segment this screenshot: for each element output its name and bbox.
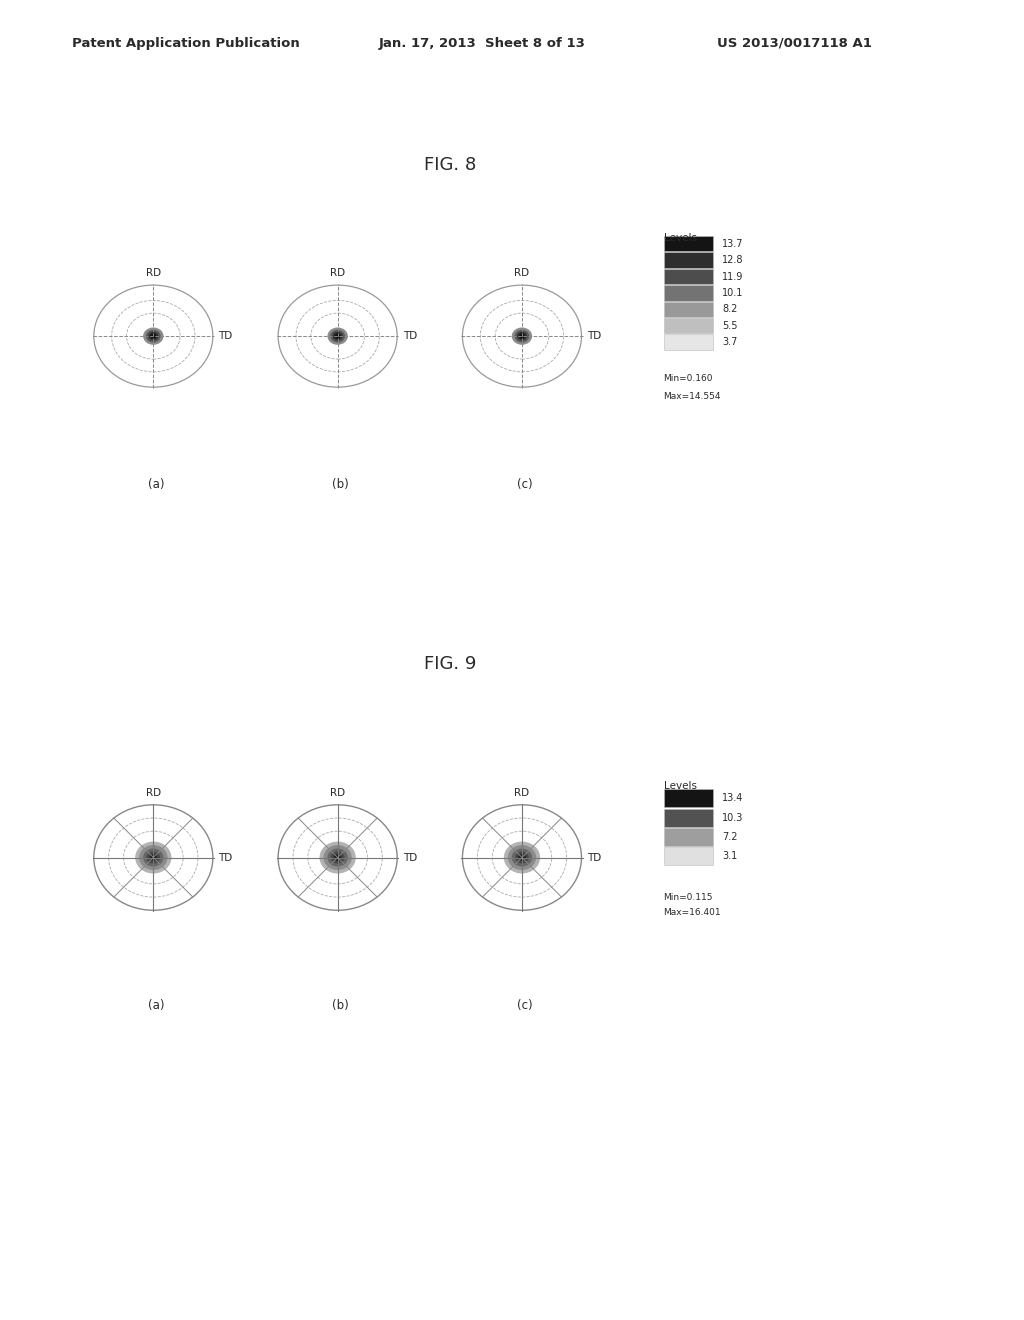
Circle shape — [336, 335, 339, 338]
Text: 3.1: 3.1 — [722, 851, 737, 861]
Ellipse shape — [518, 333, 525, 339]
Circle shape — [336, 855, 339, 859]
Ellipse shape — [143, 849, 164, 866]
Circle shape — [520, 855, 523, 859]
Ellipse shape — [324, 845, 352, 870]
Text: 10.1: 10.1 — [722, 288, 743, 298]
Text: 7.2: 7.2 — [722, 832, 737, 842]
Text: (b): (b) — [332, 478, 349, 491]
Ellipse shape — [520, 855, 524, 859]
Ellipse shape — [143, 327, 164, 345]
Ellipse shape — [504, 842, 540, 874]
Ellipse shape — [334, 333, 341, 339]
Bar — [664, 318, 713, 333]
Ellipse shape — [517, 331, 527, 341]
Ellipse shape — [331, 330, 345, 342]
Ellipse shape — [512, 849, 532, 866]
Text: (c): (c) — [517, 478, 532, 491]
Text: FIG. 9: FIG. 9 — [424, 655, 477, 673]
Text: RD: RD — [514, 788, 529, 799]
Ellipse shape — [152, 855, 156, 859]
Ellipse shape — [328, 849, 348, 866]
Bar — [664, 789, 713, 808]
Bar — [664, 285, 713, 301]
Text: TD: TD — [402, 853, 417, 862]
Ellipse shape — [139, 845, 168, 870]
Bar — [664, 847, 713, 865]
Circle shape — [152, 335, 155, 338]
Text: TD: TD — [218, 331, 232, 341]
Ellipse shape — [331, 851, 344, 863]
Text: 12.8: 12.8 — [722, 255, 743, 265]
Text: 11.9: 11.9 — [722, 272, 743, 281]
Text: (b): (b) — [332, 999, 349, 1012]
Ellipse shape — [515, 330, 529, 342]
Text: Min=0.115: Min=0.115 — [664, 894, 713, 902]
Text: 10.3: 10.3 — [722, 813, 743, 822]
Text: Jan. 17, 2013  Sheet 8 of 13: Jan. 17, 2013 Sheet 8 of 13 — [379, 37, 586, 50]
Text: RD: RD — [330, 268, 345, 279]
Text: RD: RD — [145, 268, 161, 279]
Text: RD: RD — [330, 788, 345, 799]
Bar — [664, 236, 713, 251]
Text: Patent Application Publication: Patent Application Publication — [72, 37, 299, 50]
Text: 13.7: 13.7 — [722, 239, 743, 248]
Text: (c): (c) — [517, 999, 532, 1012]
Ellipse shape — [515, 851, 528, 863]
Text: Max=16.401: Max=16.401 — [664, 908, 721, 917]
Text: TD: TD — [587, 853, 601, 862]
Ellipse shape — [520, 335, 523, 338]
Text: (a): (a) — [147, 999, 165, 1012]
Bar — [664, 252, 713, 268]
Ellipse shape — [152, 335, 155, 338]
Text: RD: RD — [145, 788, 161, 799]
Text: 8.2: 8.2 — [722, 304, 737, 314]
Text: Min=0.160: Min=0.160 — [664, 375, 713, 383]
Text: TD: TD — [218, 853, 232, 862]
Ellipse shape — [148, 331, 159, 341]
Ellipse shape — [336, 855, 340, 859]
Ellipse shape — [512, 327, 532, 345]
Ellipse shape — [333, 331, 343, 341]
Ellipse shape — [146, 330, 161, 342]
Text: US 2013/0017118 A1: US 2013/0017118 A1 — [717, 37, 871, 50]
Text: 13.4: 13.4 — [722, 793, 743, 804]
Ellipse shape — [336, 335, 339, 338]
Text: 5.5: 5.5 — [722, 321, 737, 330]
Ellipse shape — [518, 854, 526, 861]
Circle shape — [152, 855, 155, 859]
Text: TD: TD — [587, 331, 601, 341]
Text: Levels: Levels — [664, 234, 696, 243]
Ellipse shape — [319, 842, 355, 874]
Ellipse shape — [334, 854, 342, 861]
Ellipse shape — [135, 842, 171, 874]
Ellipse shape — [146, 851, 160, 863]
Bar — [664, 334, 713, 350]
Text: Levels: Levels — [664, 780, 696, 791]
Bar — [664, 828, 713, 846]
Ellipse shape — [150, 854, 158, 861]
Ellipse shape — [328, 327, 348, 345]
Ellipse shape — [150, 333, 157, 339]
Ellipse shape — [508, 845, 537, 870]
Circle shape — [520, 335, 523, 338]
Text: 3.7: 3.7 — [722, 337, 737, 347]
Text: TD: TD — [402, 331, 417, 341]
Text: RD: RD — [514, 268, 529, 279]
Text: Max=14.554: Max=14.554 — [664, 392, 721, 400]
Bar — [664, 809, 713, 826]
Bar — [664, 269, 713, 284]
Bar — [664, 301, 713, 317]
Text: FIG. 8: FIG. 8 — [424, 156, 477, 174]
Text: (a): (a) — [147, 478, 165, 491]
